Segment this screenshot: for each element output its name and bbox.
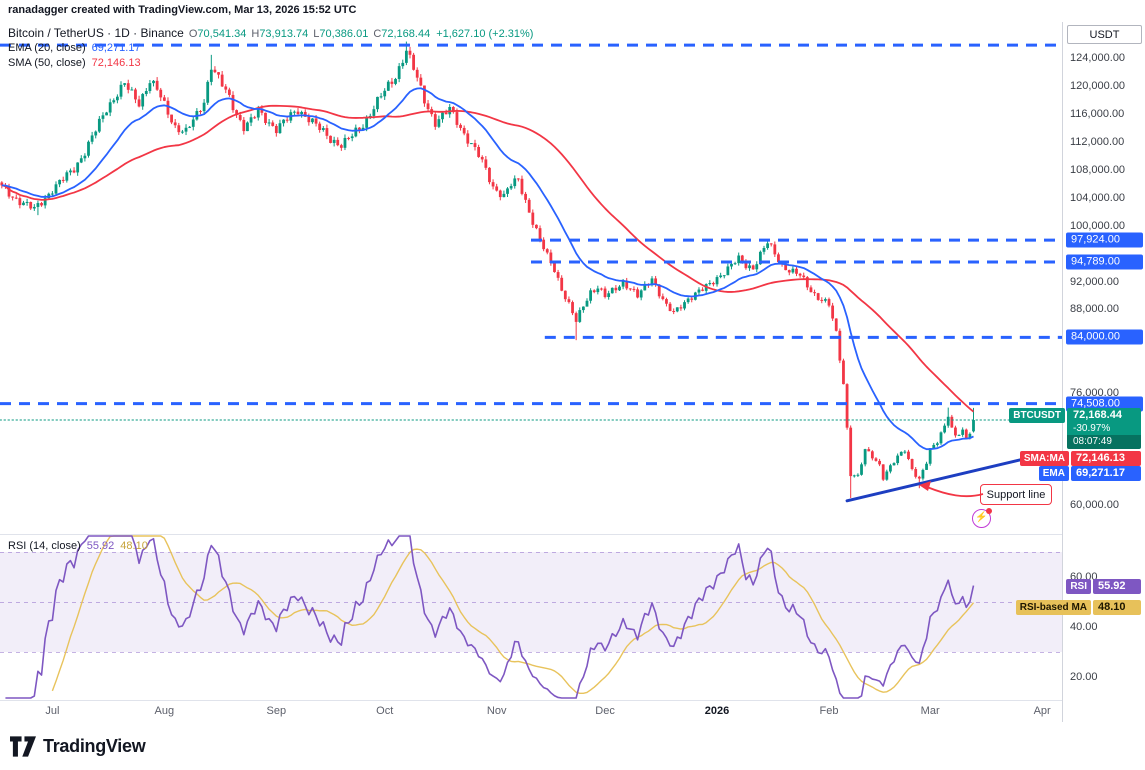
price-chart-canvas[interactable]	[0, 22, 1062, 722]
candle-countdown: 08:07:49	[1067, 435, 1141, 449]
rsi-indicator-value: 55.92	[86, 540, 115, 552]
flash-marker-icon[interactable]: ⚡	[972, 508, 992, 528]
low-label: L	[313, 28, 320, 40]
symbol-change-percent: -30.97%	[1073, 423, 1111, 434]
ema-badge-value: 69,271.17	[1071, 466, 1141, 481]
time-axis-label: Dec	[595, 705, 615, 717]
main-pane-legend: Bitcoin / TetherUS · 1D · Binance O70,541…	[8, 26, 533, 71]
support-line-callout[interactable]: Support line	[980, 484, 1052, 505]
close-label: C	[373, 28, 382, 40]
pane-resize-separator[interactable]	[0, 534, 1145, 535]
price-tick-label: 92,000.00	[1070, 275, 1119, 288]
rsi-axis-badge: RSI 55.92	[1066, 579, 1141, 594]
price-tick-label: 124,000.00	[1070, 52, 1126, 64]
rsi-pane-legend: RSI (14, close) 55.92 48.10	[8, 539, 148, 554]
price-tick-label: 120,000.00	[1070, 79, 1126, 92]
high-label: H	[251, 28, 260, 40]
time-axis-label: 2026	[704, 705, 730, 717]
sma-badge-label: SMA:MA	[1019, 451, 1069, 466]
low-value: 70,386.01	[319, 28, 369, 40]
open-value: 70,541.34	[197, 28, 247, 40]
sma-indicator-value: 72,146.13	[91, 57, 141, 69]
attribution-text: ranadagger created with TradingView.com,…	[8, 4, 357, 16]
price-tick-label: 60,000.00	[1070, 499, 1119, 511]
rsi-ma-badge-value: 48.10	[1093, 600, 1141, 615]
level-price-badge: 84,000.00	[1066, 329, 1143, 345]
symbol-price-badge: BTCUSDT 72,168.44 -30.97% 08:07:49	[1009, 408, 1141, 449]
time-axis-label: Jul	[45, 705, 60, 717]
time-axis-label: Sep	[266, 705, 287, 717]
time-axis-separator	[0, 700, 1145, 701]
symbol-name-chip: BTCUSDT	[1009, 408, 1065, 423]
price-tick-label: 108,000.00	[1070, 163, 1126, 176]
sma-legend-row[interactable]: SMA (50, close) 72,146.13	[8, 56, 533, 70]
tradingview-brand[interactable]: TradingView	[10, 736, 146, 757]
rsi-indicator-label: RSI (14, close)	[8, 540, 81, 552]
time-axis-label: Feb	[819, 705, 839, 717]
rsi-legend-row[interactable]: RSI (14, close) 55.92 48.10	[8, 539, 148, 553]
change-value: +1,627.10 (+2.31%)	[436, 28, 534, 40]
price-tick-label: 88,000.00	[1070, 303, 1119, 316]
price-tick-label: 100,000.00	[1070, 219, 1126, 232]
price-tick-label: 112,000.00	[1070, 135, 1125, 148]
time-axis[interactable]: Jul Aug Sep Oct Nov Dec 2026 Feb Mar Apr	[0, 700, 1062, 722]
level-price-badge: 74,508.00	[1066, 396, 1143, 412]
sma-badge-value: 72,146.13	[1071, 451, 1141, 466]
ema-badge-label: EMA	[1038, 466, 1069, 481]
rsi-badge-label: RSI	[1066, 579, 1091, 594]
price-scale[interactable]: USDT 124,000.00 120,000.00 116,000.00 112,0…	[1062, 22, 1145, 722]
rsi-ma-indicator-value: 48.10	[120, 540, 148, 552]
sma-axis-badge: SMA:MA 72,146.13	[1019, 451, 1141, 466]
level-price-badge: 94,789.00	[1066, 254, 1143, 270]
rsi-badge-value: 55.92	[1093, 579, 1141, 594]
high-value: 73,913.74	[259, 28, 309, 40]
ema-axis-badge: EMA 69,271.17	[1038, 466, 1141, 481]
rsi-tick-label: 20.00	[1070, 671, 1098, 683]
sma-indicator-label: SMA (50, close)	[8, 57, 86, 69]
price-tick-label: 116,000.00	[1070, 107, 1125, 120]
rsi-ma-axis-badge: RSI-based MA 48.10	[1015, 600, 1141, 615]
time-axis-label: Aug	[154, 705, 175, 717]
time-axis-label: Oct	[376, 705, 394, 717]
symbol-title[interactable]: Bitcoin / TetherUS · 1D · Binance	[8, 26, 184, 40]
tradingview-wordmark: TradingView	[43, 736, 146, 756]
tradingview-logo-icon	[10, 736, 36, 757]
time-axis-label: Apr	[1033, 705, 1051, 717]
level-price-badge: 97,924.00	[1066, 232, 1143, 248]
ema-indicator-label: EMA (20, close)	[8, 42, 86, 54]
symbol-last-price: 72,168.44	[1073, 409, 1122, 421]
price-tick-label: 104,000.00	[1070, 191, 1126, 204]
rsi-ma-badge-label: RSI-based MA	[1015, 600, 1091, 615]
rsi-tick-label: 40.00	[1070, 621, 1098, 633]
close-value: 72,168.44	[381, 28, 431, 40]
price-scale-currency-toggle[interactable]: USDT	[1067, 25, 1142, 44]
time-axis-label: Mar	[920, 705, 940, 717]
symbol-legend-row[interactable]: Bitcoin / TetherUS · 1D · Binance O70,541…	[8, 26, 533, 40]
ema-indicator-value: 69,271.17	[91, 42, 141, 54]
ema-legend-row[interactable]: EMA (20, close) 69,271.17	[8, 41, 533, 55]
open-label: O	[188, 28, 198, 40]
support-arrow-icon	[919, 481, 984, 498]
time-axis-label: Nov	[486, 705, 507, 717]
